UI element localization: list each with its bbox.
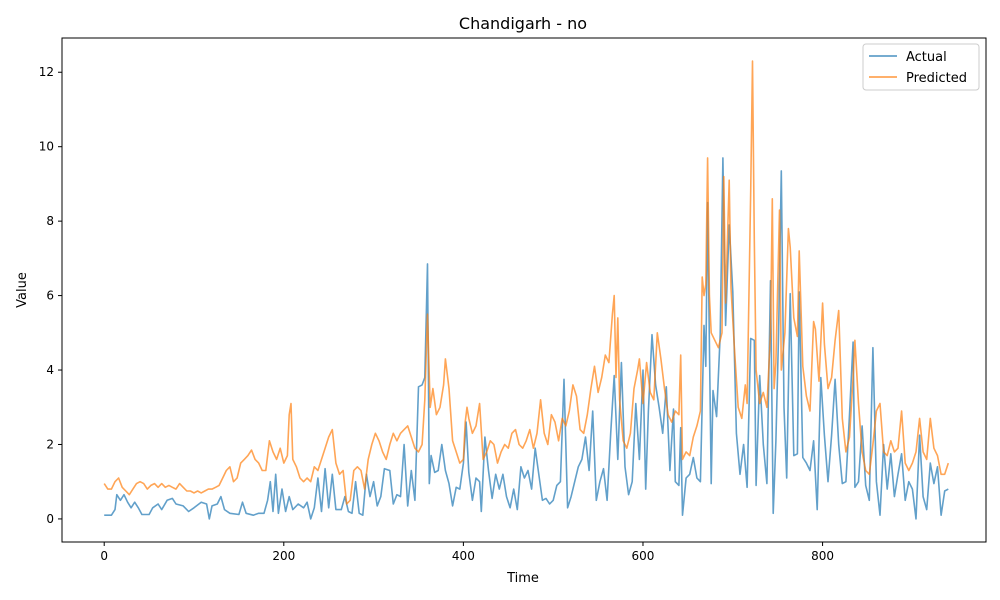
y-tick-label: 10 — [39, 140, 54, 154]
y-axis-label: Value — [15, 272, 30, 308]
series-line-predicted — [103, 60, 950, 505]
plot-frame — [61, 37, 987, 543]
x-tick-label: 800 — [811, 549, 834, 563]
y-tick-label: 6 — [46, 289, 54, 303]
legend: Actual Predicted — [862, 43, 980, 91]
series-layer — [103, 60, 950, 520]
chart-title: Chandigarh - no — [459, 14, 587, 33]
y-tick-label: 8 — [46, 214, 54, 228]
x-axis: 0 200 400 600 800 — [100, 542, 834, 563]
legend-label-predicted: Predicted — [906, 71, 967, 86]
x-tick-label: 400 — [452, 549, 475, 563]
x-axis-label: Time — [506, 571, 539, 586]
series-line-actual — [104, 157, 949, 520]
y-tick-label: 4 — [46, 363, 54, 377]
x-tick-label: 0 — [100, 549, 108, 563]
y-tick-label: 12 — [39, 65, 54, 79]
x-tick-label: 600 — [632, 549, 655, 563]
y-axis: 0 2 4 6 8 10 12 — [39, 65, 62, 526]
x-tick-label: 200 — [272, 549, 295, 563]
y-tick-label: 2 — [46, 437, 54, 451]
legend-label-actual: Actual — [906, 50, 947, 65]
y-tick-label: 0 — [46, 512, 54, 526]
